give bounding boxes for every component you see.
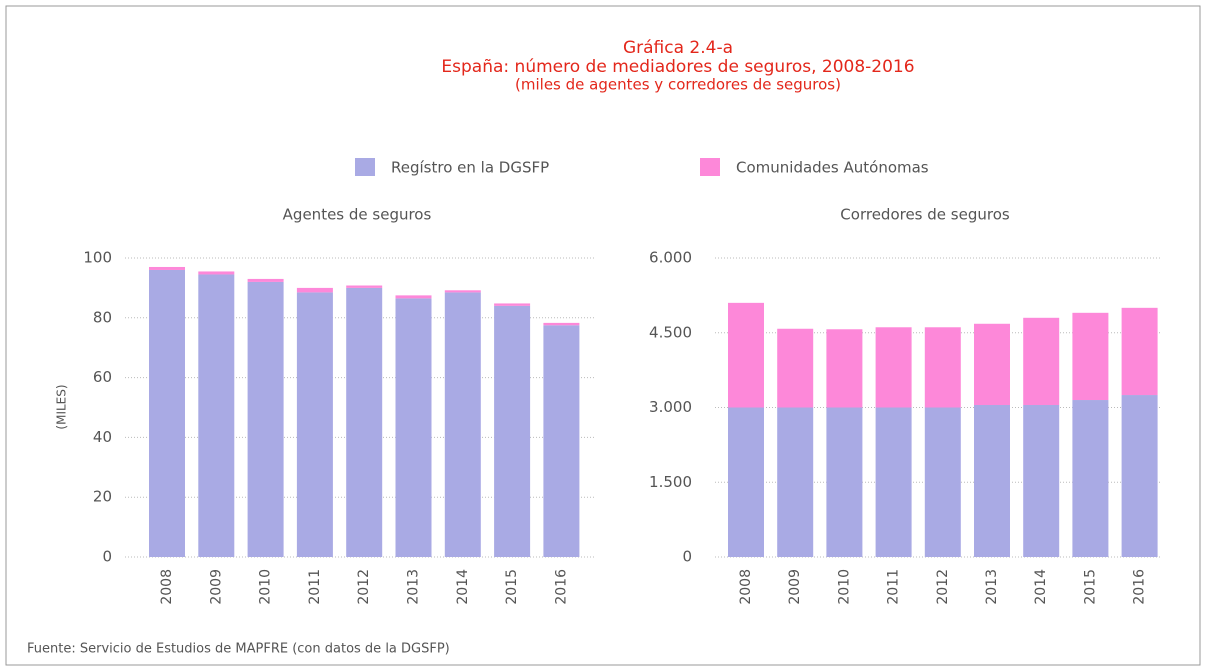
bar-segment xyxy=(777,407,814,557)
bar-segment xyxy=(875,407,912,557)
x-tick-label: 2012 xyxy=(356,569,372,605)
legend-label: Regístro en la DGSFP xyxy=(391,159,549,177)
bar-segment xyxy=(346,287,383,557)
y-tick-label: 1.500 xyxy=(649,473,692,491)
source: Fuente: Servicio de Estudios de MAPFRE (… xyxy=(27,642,450,657)
bar-segment xyxy=(149,269,185,557)
legend-swatch xyxy=(355,158,375,176)
x-tick-label: 2016 xyxy=(553,569,569,605)
bar-segment xyxy=(444,290,481,293)
bar-segment xyxy=(826,407,863,557)
y-tick-label: 60 xyxy=(93,368,112,386)
legend-swatch xyxy=(700,158,720,176)
x-tick-label: 2009 xyxy=(208,569,224,605)
bar-segment xyxy=(346,285,383,288)
bar-segment xyxy=(1023,405,1060,557)
y-tick-label: 0 xyxy=(682,548,692,566)
x-tick-label: 2013 xyxy=(406,569,422,605)
bar-segment xyxy=(395,298,432,557)
bar-segment xyxy=(247,278,284,282)
bar-segment xyxy=(974,323,1010,406)
bar-segment xyxy=(826,329,863,408)
x-tick-label: 2010 xyxy=(258,569,274,605)
bar-segment xyxy=(198,271,235,275)
bar-segment xyxy=(296,287,333,293)
y-tick-label: 3.000 xyxy=(649,398,692,416)
legend-label: Comunidades Autónomas xyxy=(736,159,929,177)
x-tick-label: 2011 xyxy=(886,569,902,605)
bar-segment xyxy=(444,292,481,557)
chart-title: Corredores de seguros xyxy=(840,206,1010,224)
chart-title: Agentes de seguros xyxy=(283,206,432,224)
bar-segment xyxy=(1121,395,1158,557)
bar-segment xyxy=(149,266,185,270)
frame xyxy=(5,5,1201,666)
bar-segment xyxy=(296,292,333,557)
x-tick-label: 2014 xyxy=(1033,569,1049,605)
x-tick-label: 2013 xyxy=(984,569,1000,605)
bar-segment xyxy=(728,407,764,557)
bar-segment xyxy=(875,327,912,408)
y-tick-label: 4.500 xyxy=(649,323,692,341)
y-tick-label: 100 xyxy=(83,249,112,267)
bar-segment xyxy=(198,274,235,557)
bar-segment xyxy=(494,303,531,306)
x-tick-label: 2016 xyxy=(1132,569,1148,605)
x-tick-label: 2009 xyxy=(787,569,803,605)
x-tick-label: 2008 xyxy=(738,569,754,605)
bar-segment xyxy=(974,405,1010,557)
x-tick-label: 2008 xyxy=(159,569,175,605)
y-tick-label: 80 xyxy=(93,308,112,326)
x-tick-label: 2014 xyxy=(455,569,471,605)
bar-segment xyxy=(1121,307,1158,396)
y-tick-label: 40 xyxy=(93,428,112,446)
y-axis-label: (MILES) xyxy=(55,384,69,429)
y-tick-label: 20 xyxy=(93,488,112,506)
x-tick-label: 2015 xyxy=(504,569,520,605)
bar-segment xyxy=(924,327,961,408)
bar-segment xyxy=(494,305,531,557)
bar-segment xyxy=(1023,317,1060,406)
bar-segment xyxy=(777,328,814,408)
note: (miles de agentes y corredores de seguro… xyxy=(515,76,841,94)
bar-segment xyxy=(1072,400,1109,557)
bar-segment xyxy=(395,295,432,299)
x-tick-label: 2011 xyxy=(307,569,323,605)
x-tick-label: 2010 xyxy=(836,569,852,605)
bar-segment xyxy=(247,281,284,557)
bar-segment xyxy=(543,322,580,326)
bar-segment xyxy=(1072,312,1109,401)
y-tick-label: 6.000 xyxy=(649,249,692,267)
x-tick-label: 2015 xyxy=(1082,569,1098,605)
bar-segment xyxy=(543,325,580,557)
title: Gráfica 2.4-a xyxy=(623,38,733,58)
bar-segment xyxy=(728,302,764,408)
bar-segment xyxy=(924,407,961,557)
y-tick-label: 0 xyxy=(102,548,112,566)
x-tick-label: 2012 xyxy=(935,569,951,605)
subtitle: España: número de mediadores de seguros,… xyxy=(441,57,914,77)
